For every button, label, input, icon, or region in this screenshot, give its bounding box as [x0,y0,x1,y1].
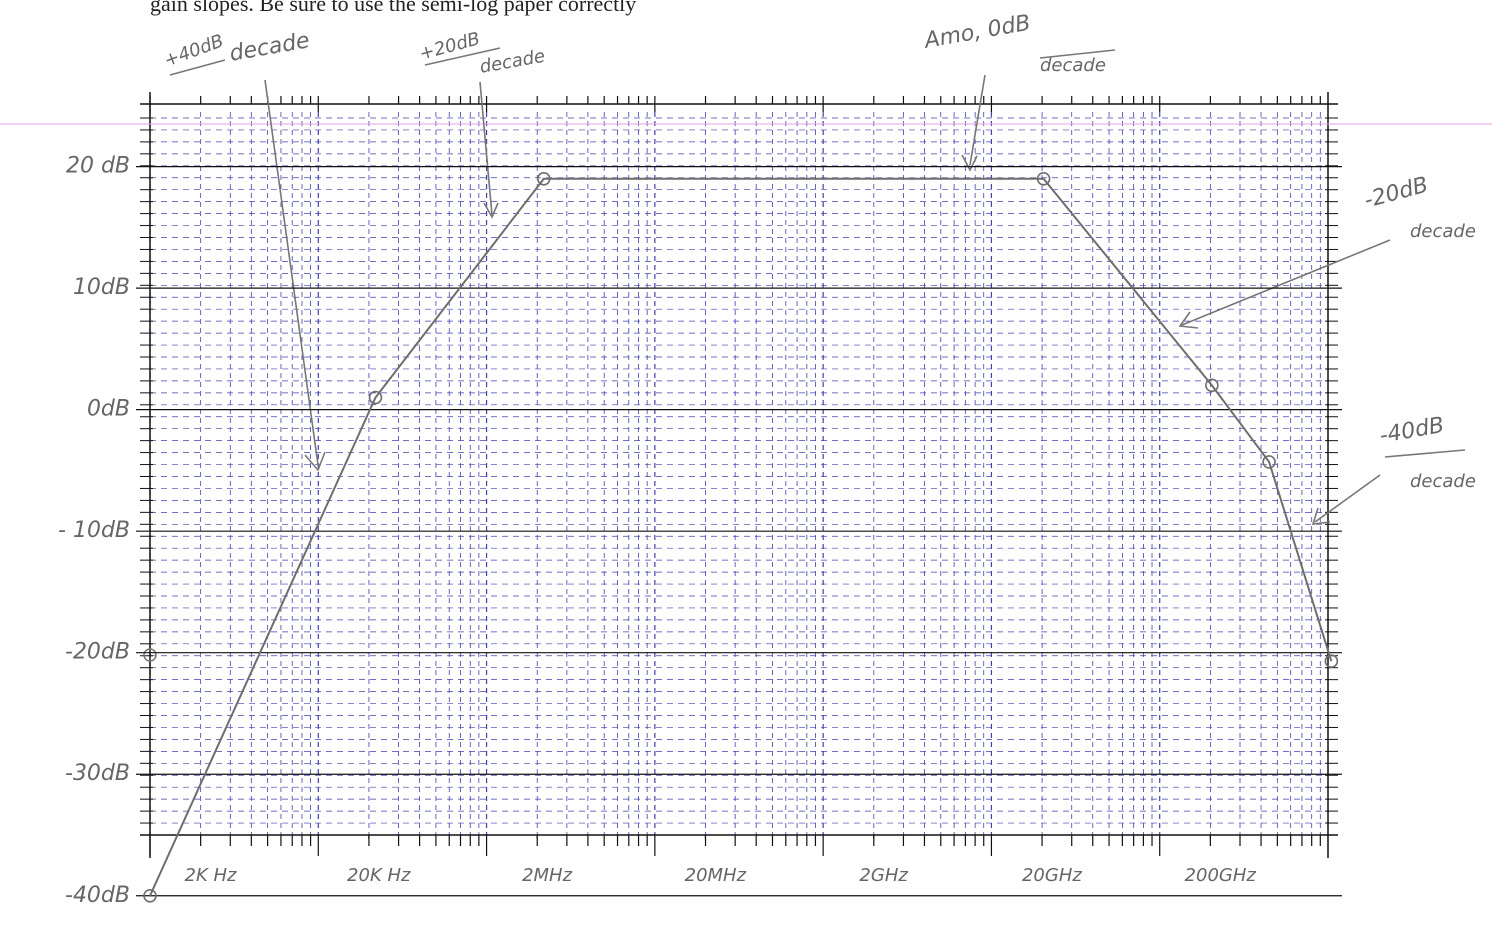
semi-log-paper [140,92,1338,858]
x-tick-label: 20MHz [685,865,747,886]
annotation: decade [1040,55,1106,76]
arrow [480,82,498,217]
x-tick-label: 20GHz [1022,865,1082,886]
y-tick-label: 0dB [87,397,130,422]
annotation: Amo, 0dB [921,11,1033,55]
x-tick-label: 2GHz [859,865,908,886]
annotation: decade [228,28,312,67]
annotation: -40dB [1378,413,1446,449]
annotation: +40dB [161,31,226,72]
annotation: -20dB [1362,173,1431,214]
x-tick-label: 20K Hz [347,865,411,886]
arrow [1180,240,1390,328]
annotation: decade [1410,471,1476,492]
y-tick-label: -30dB [65,761,130,786]
chart: gain slopes. Be sure to use the semi-log… [0,0,1492,944]
y-tick-label: -20dB [65,640,130,665]
annotation: decade [1410,221,1476,242]
y-tick-label: 20 dB [66,154,130,179]
x-tick-label: 2MHz [522,865,573,886]
response-line [150,179,1331,896]
header: gain slopes. Be sure to use the semi-log… [150,0,636,16]
y-tick-label: - 10dB [58,518,130,543]
x-tick-label: 2K Hz [185,865,238,886]
arrow [1313,475,1380,524]
y-tick-label: -40dB [65,883,130,908]
arrow [265,80,325,470]
x-tick-label: 200GHz [1185,865,1257,886]
fraction-bar [1385,450,1465,457]
y-tick-label: 10dB [73,275,130,300]
